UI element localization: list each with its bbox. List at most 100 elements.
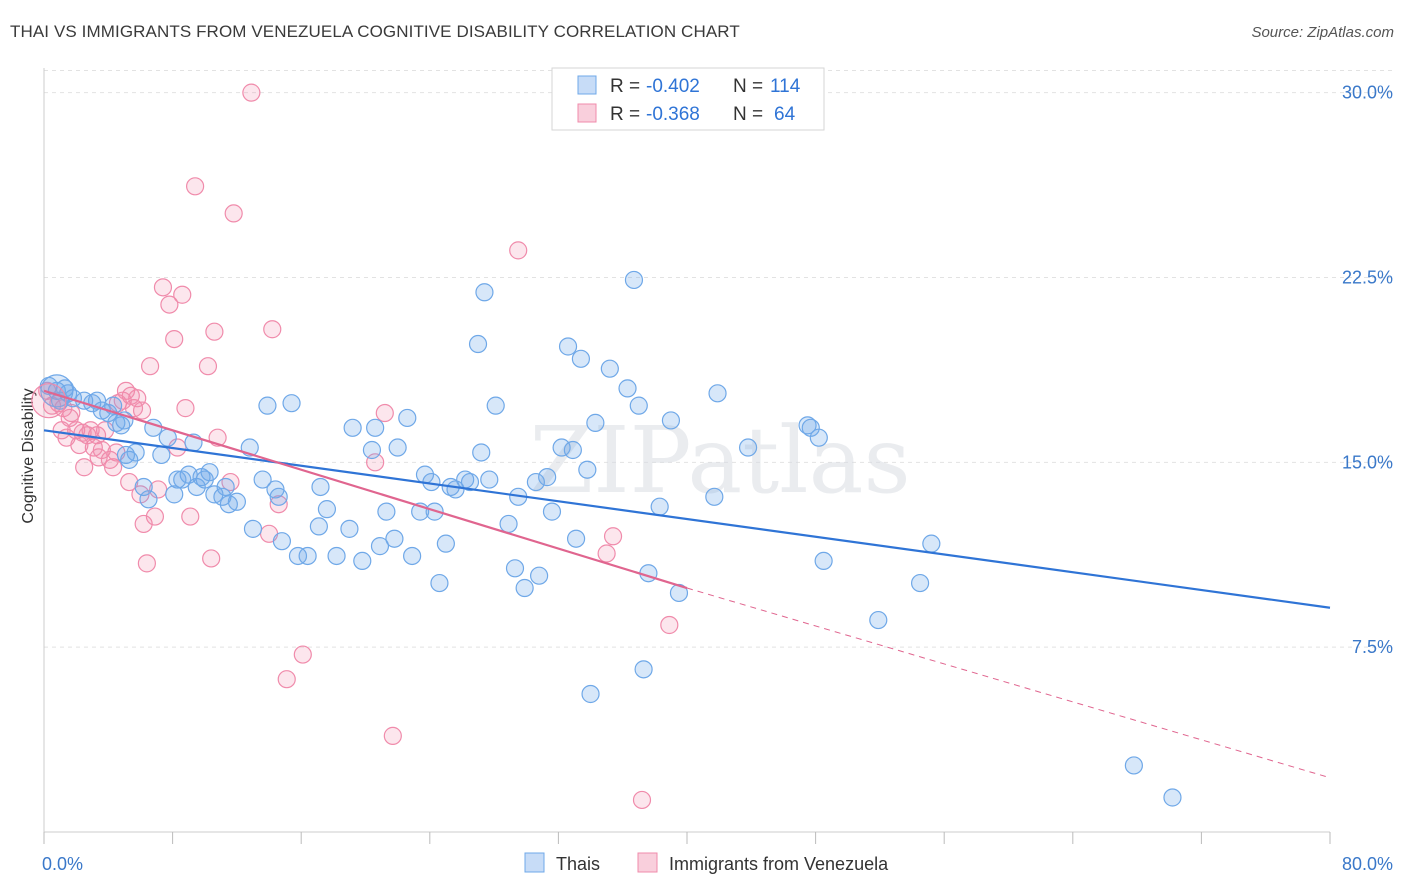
legend-label-thais: Thais — [556, 854, 600, 874]
thais-point-73 — [472, 443, 491, 462]
thais-point-96 — [634, 660, 653, 679]
thais-point-large — [40, 374, 74, 408]
thais-point-69 — [446, 480, 465, 499]
venezuela-point-42 — [181, 507, 200, 526]
venezuela-point-36 — [153, 278, 173, 297]
thais-point-13 — [112, 416, 131, 435]
thais-point-80 — [515, 578, 534, 598]
thais-point-39 — [253, 470, 272, 489]
thais-point-89 — [571, 349, 591, 368]
venezuela-point-33 — [140, 357, 160, 376]
thais-point-98 — [650, 497, 669, 516]
venezuela-point-40 — [173, 285, 192, 304]
stats-swatch-venezuela — [577, 103, 597, 123]
thais-point-74 — [475, 283, 494, 302]
thais-point-109 — [910, 573, 930, 593]
venezuela-point-51 — [263, 320, 282, 339]
stats-r-label-thais: R = — [610, 76, 640, 97]
thais-point-108 — [869, 610, 888, 630]
thais-trend-line — [43, 429, 1331, 609]
venezuela-point-44 — [198, 357, 218, 376]
thais-point-24 — [168, 470, 187, 489]
chart-source: Source: ZipAtlas.com — [1251, 24, 1394, 41]
thais-point-92 — [600, 359, 619, 378]
stats-legend-box — [551, 67, 825, 131]
thais-point-102 — [708, 384, 727, 403]
thais-point-59 — [388, 438, 407, 457]
venezuela-point-62 — [660, 615, 679, 635]
thais-point-82 — [530, 566, 549, 585]
thais-point-86 — [558, 337, 578, 356]
thais-point-57 — [377, 502, 396, 521]
venezuela-point-49 — [224, 204, 243, 223]
thais-point-93 — [618, 379, 637, 398]
venezuela-trend-extension — [686, 587, 1331, 779]
stats-legend: R = -0.402 N = 114 R = -0.368 N = 64 — [551, 67, 825, 131]
thais-point-101 — [705, 487, 724, 506]
thais-point-77 — [499, 514, 518, 534]
venezuela-point-20 — [104, 458, 123, 477]
thais-point-95 — [629, 396, 648, 415]
thais-point-72 — [468, 334, 488, 354]
venezuela-point-60 — [603, 527, 623, 546]
venezuela-point-54 — [293, 645, 312, 664]
thais-point-94 — [624, 270, 644, 290]
thais-point-34 — [216, 477, 235, 497]
legend-label-venezuela: Immigrants from Venezuela — [669, 854, 889, 874]
watermark: ZIPatlas — [529, 407, 910, 514]
venezuela-point-38 — [165, 329, 184, 349]
stats-r-value-thais: -0.402 — [646, 76, 700, 97]
venezuela-point-46 — [205, 322, 224, 341]
legend-swatch-thais — [524, 852, 545, 873]
venezuela-point-30 — [132, 401, 152, 420]
stats-r-label-venezuela: R = — [610, 104, 640, 125]
series-legend: Thais Immigrants from Venezuela — [524, 852, 889, 874]
venezuela-point-41 — [176, 399, 195, 418]
thais-point-33 — [213, 487, 232, 506]
venezuela-point-53 — [277, 670, 296, 689]
venezuela-point-34 — [145, 507, 165, 526]
thais-point-45 — [288, 546, 308, 566]
y-tick-label-0: 7.5% — [1352, 637, 1393, 657]
venezuela-point-52 — [269, 495, 288, 514]
venezuela-point-31 — [134, 514, 153, 534]
thais-point-106 — [809, 428, 828, 447]
venezuela-point-45 — [202, 549, 221, 568]
venezuela-point-57 — [383, 726, 402, 745]
x-ticks: 0.0% 80.0% — [42, 832, 1393, 874]
venezuela-point-25 — [120, 472, 139, 492]
thais-point-23 — [165, 485, 184, 504]
thais-point-85 — [552, 438, 571, 457]
thais-point-87 — [563, 440, 582, 460]
thais-point-107 — [814, 551, 833, 571]
thais-point-113 — [581, 684, 600, 704]
y-tick-label-1: 15.0% — [1342, 452, 1393, 472]
chart-title: THAI VS IMMIGRANTS FROM VENEZUELA COGNIT… — [10, 22, 740, 41]
venezuela-point-56 — [375, 403, 394, 423]
thais-point-40 — [258, 396, 277, 415]
venezuela-trend-line — [43, 389, 688, 590]
thais-point-36 — [227, 492, 246, 511]
thais-point-43 — [272, 532, 292, 551]
stats-n-value-venezuela: 64 — [774, 104, 796, 125]
thais-point-42 — [269, 487, 288, 506]
thais-point-78 — [505, 559, 525, 578]
thais-point-51 — [340, 519, 359, 538]
thais-point-54 — [362, 440, 382, 460]
stats-n-label-thais: N = — [733, 76, 763, 97]
venezuela-point-11 — [75, 458, 94, 477]
thais-point-99 — [661, 411, 681, 430]
y-tick-label-2: 22.5% — [1342, 267, 1393, 287]
thais-point-56 — [370, 537, 390, 556]
venezuela-point-43 — [186, 177, 205, 196]
thais-point-48 — [311, 477, 330, 497]
thais-point-52 — [343, 418, 362, 437]
stats-n-value-thais: 114 — [770, 76, 801, 97]
stats-swatch-thais — [577, 75, 597, 95]
trend-lines — [43, 389, 1331, 779]
thais-point-84 — [542, 502, 562, 521]
thais-point-55 — [366, 418, 385, 437]
venezuela-point-59 — [597, 544, 616, 563]
thais-point-110 — [922, 534, 941, 553]
